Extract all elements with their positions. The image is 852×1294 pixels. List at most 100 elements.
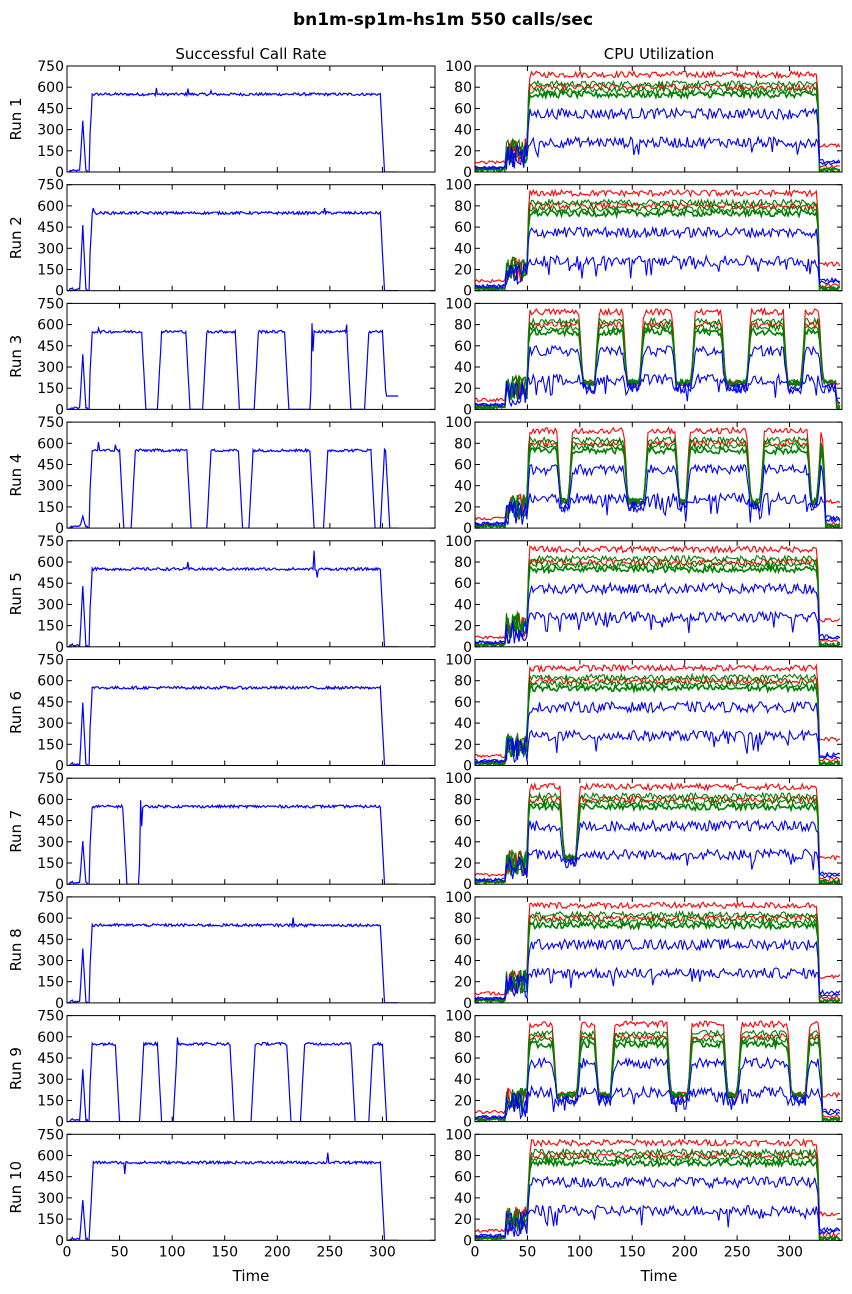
cpu-line-5 (475, 919, 840, 1003)
y-tick-label: 40 (454, 835, 472, 851)
axes-frame (66, 184, 436, 292)
y-tick-label: 750 (37, 653, 64, 669)
run-label: Run 8 (7, 928, 25, 971)
y-tick-label: 750 (37, 890, 64, 906)
cpu-line-7 (475, 135, 841, 170)
y-tick-label: 0 (463, 165, 472, 181)
x-tick-label: 0 (471, 1244, 480, 1260)
cpu-panel-run-9: 0 20 40 60 80 100 (445, 1009, 843, 1131)
y-tick-label: 450 (37, 576, 64, 592)
cpu-line-3 (475, 672, 841, 766)
cpu-line-1 (475, 425, 841, 521)
y-tick-label: 150 (37, 381, 64, 397)
axes-frame (66, 421, 436, 529)
y-tick-label: 0 (55, 1233, 64, 1249)
y-tick-label: 450 (37, 458, 64, 474)
cpu-line-7 (475, 966, 841, 1001)
cpu-panel-run-8: 0 20 40 60 80 100 (445, 890, 843, 1012)
y-tick-label: 450 (37, 220, 64, 236)
y-tick-label: 40 (454, 123, 472, 139)
y-tick-label: 450 (37, 339, 64, 355)
call-rate-panel-run-4: 0 150 300 450 600 750 Run 4 (7, 415, 436, 537)
y-tick-label: 40 (454, 716, 472, 732)
y-tick-label: 0 (55, 877, 64, 893)
run-label: Run 5 (7, 572, 25, 615)
y-tick-label: 300 (37, 123, 64, 139)
series-group (67, 87, 399, 172)
x-tick-label: 50 (519, 1244, 537, 1260)
y-tick-label: 750 (37, 415, 64, 431)
axes-frame (66, 896, 436, 1004)
y-tick-label: 0 (55, 640, 64, 656)
axes-frame (66, 65, 436, 173)
y-tick-label: 450 (37, 1051, 64, 1067)
cpu-line-5 (475, 88, 841, 172)
y-tick-label: 0 (463, 877, 472, 893)
series-group (67, 550, 399, 647)
y-tick-label: 150 (37, 975, 64, 991)
y-tick-label: 750 (37, 59, 64, 75)
cpu-line-1 (475, 781, 841, 877)
cpu-line-5 (475, 326, 841, 410)
y-tick-label: 80 (454, 318, 472, 334)
cpu-line-7 (475, 1204, 841, 1239)
y-tick-label: 0 (463, 996, 472, 1012)
series-group (475, 781, 841, 885)
y-tick-label: 300 (37, 597, 64, 613)
call-rate-line (67, 1037, 399, 1122)
cpu-utilization-column-title: CPU Utilization (604, 45, 714, 63)
y-tick-label: 600 (37, 911, 64, 927)
cpu-line-4 (475, 323, 841, 410)
x-tick-label: 150 (619, 1244, 646, 1260)
cpu-panel-run-5: 0 20 40 60 80 100 (445, 534, 843, 656)
cpu-line-6 (475, 463, 841, 526)
y-tick-label: 80 (454, 674, 472, 690)
y-tick-label: 20 (454, 975, 472, 991)
y-tick-label: 0 (55, 284, 64, 300)
y-tick-label: 600 (37, 318, 64, 334)
series-group (475, 900, 841, 1003)
axes-frame (66, 777, 436, 885)
series-group (475, 425, 841, 529)
y-tick-label: 750 (37, 534, 64, 550)
cpu-line-1 (475, 1137, 840, 1233)
run-label: Run 1 (7, 97, 25, 140)
y-tick-label: 0 (55, 402, 64, 418)
y-tick-label: 100 (445, 1127, 472, 1143)
y-tick-label: 80 (454, 80, 472, 96)
y-tick-label: 600 (37, 1030, 64, 1046)
y-tick-label: 150 (37, 1093, 64, 1109)
cpu-line-6 (475, 818, 841, 882)
cpu-line-5 (475, 801, 841, 885)
y-tick-label: 150 (37, 500, 64, 516)
call-rate-line (67, 684, 399, 766)
x-tick-label: 300 (776, 1244, 803, 1260)
y-tick-label: 0 (463, 1115, 472, 1131)
y-tick-label: 20 (454, 1212, 472, 1228)
y-tick-label: 0 (55, 1115, 64, 1131)
cpu-line-7 (475, 610, 841, 645)
y-tick-label: 150 (37, 263, 64, 279)
call-rate-panel-run-5: 0 150 300 450 600 750 Run 5 (7, 534, 436, 656)
y-tick-label: 300 (37, 241, 64, 257)
y-tick-label: 60 (454, 576, 472, 592)
axes-frame (474, 540, 843, 648)
cpu-line-4 (475, 1035, 841, 1122)
figure-title: bn1m-sp1m-hs1m 550 calls/sec (293, 10, 593, 30)
axes-frame (474, 659, 843, 766)
y-tick-label: 40 (454, 479, 472, 495)
cpu-line-6 (475, 106, 841, 171)
axes-frame (474, 896, 843, 1004)
y-tick-label: 100 (445, 1009, 472, 1025)
cpu-panel-run-2: 0 20 40 60 80 100 (445, 178, 843, 300)
y-tick-label: 150 (37, 856, 64, 872)
y-tick-label: 600 (37, 199, 64, 215)
y-tick-label: 40 (454, 597, 472, 613)
cpu-line-4 (475, 559, 841, 647)
y-tick-label: 60 (454, 1170, 472, 1186)
y-tick-label: 0 (463, 284, 472, 300)
call-rate-panel-run-7: 0 150 300 450 600 750 Run 7 (7, 771, 436, 893)
call-rate-line (67, 207, 399, 291)
y-tick-label: 0 (463, 759, 472, 775)
